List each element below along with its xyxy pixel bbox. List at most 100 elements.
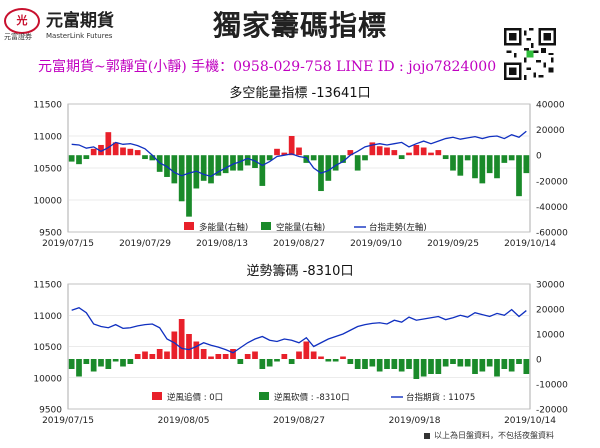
bar-positive [274,148,280,156]
bar-negative [68,359,75,369]
bar-negative [464,359,471,367]
bar-positive [435,150,442,156]
bar-positive [391,150,398,156]
bar-positive [134,354,141,359]
bar-positive [347,150,354,156]
bar-negative [406,359,412,369]
bar-negative [347,359,354,364]
bar-positive [376,146,383,156]
bar-negative [384,359,390,369]
x-tick-label: 2019/09/25 [427,239,479,249]
header: 光 元富期貨 元富證券 MasterLink Futures 獨家籌碼指標 元富… [0,0,600,84]
bar-negative [208,155,214,184]
bar-positive [288,136,295,156]
right-tick-label: 20000 [536,306,565,316]
footnote-marker-icon [424,432,430,439]
bar-positive [252,351,258,359]
bar-negative [259,155,266,186]
bar-positive [142,351,148,359]
bar-negative [376,359,383,372]
bar-positive [296,147,302,156]
bar-negative [442,155,449,160]
page-title: 獨家籌碼指標 [212,9,387,42]
bar-negative [369,359,376,367]
bar-positive [171,331,178,359]
legend-label: 多能量(右軸) [199,222,248,233]
bar-positive [208,356,214,359]
bar-positive [406,152,412,156]
bar-negative [508,359,515,372]
right-tick-label: 40000 [536,101,565,111]
bar-positive [318,356,324,359]
bar-negative [288,359,295,364]
bar-negative [149,155,156,161]
right-tick-label: 0 [536,356,542,366]
bar-negative [479,155,486,184]
bar-negative [450,155,456,171]
bar-positive [200,349,207,359]
bar-negative [523,155,530,174]
bar-negative [310,155,317,161]
bar-negative [112,359,119,362]
bar-negative [127,359,134,364]
x-tick-label: 2019/10/14 [504,239,556,249]
right-tick-label: 20000 [536,126,565,136]
bar-negative [76,155,82,165]
bar-positive [112,142,119,156]
index-series-line [71,307,527,354]
bar-negative [494,359,500,377]
left-tick-label: 10500 [33,343,62,353]
bar-negative [450,359,456,364]
bar-negative [230,155,236,171]
x-tick-label: 2019/08/27 [273,416,325,426]
bar-positive [340,356,346,359]
logo-badge: 光 [4,8,40,34]
bar-positive [310,351,317,359]
bar-negative [332,359,339,362]
bar-negative [186,155,192,217]
bar-positive [281,152,288,156]
index-series-line [71,130,527,178]
bar-positive [230,349,236,359]
bar-negative [501,155,508,163]
x-tick-label: 2019/10/14 [504,416,556,426]
bar-negative [486,155,493,174]
left-tick-label: 11500 [33,281,62,291]
legend-negative-swatch [261,222,271,230]
bar-positive [186,334,192,359]
bar-negative [98,359,104,367]
bar-negative [494,155,500,179]
legend-label: 逆風砍價 : -8310口 [274,392,349,403]
qr-code-icon [504,28,556,80]
chart-title: 多空能量指標 -13641口 [229,85,370,101]
bar-negative [457,155,464,176]
bar-negative [362,155,368,161]
bar-negative [472,359,478,374]
bar-negative [259,359,266,369]
bar-negative [413,359,420,379]
bar-positive [281,354,288,359]
bar-negative [508,155,515,161]
bar-negative [472,155,478,179]
left-tick-label: 11000 [33,133,62,143]
right-tick-label: 30000 [536,281,565,291]
bar-positive [156,349,163,359]
bar-negative [516,155,522,197]
bar-negative [68,155,75,162]
bar-negative [354,359,361,369]
bar-negative [142,155,148,160]
bar-negative [398,155,405,160]
bar-negative [105,359,112,369]
left-tick-label: 11500 [33,101,62,111]
right-tick-label: -40000 [536,203,568,213]
legend-negative-swatch [259,392,269,400]
footnote: 以上為日盤資料，不包括夜盤資料 [424,430,554,441]
right-tick-label: 10000 [536,331,565,341]
contact-info: 元富期貨~郭靜宜(小靜) 手機：0958-029-758 LINE ID : j… [38,59,497,75]
x-tick-label: 2019/08/13 [196,239,248,249]
bar-negative [303,155,310,163]
bar-negative [237,359,244,364]
chart-title: 逆勢籌碼 -8310口 [247,263,354,279]
bar-positive [244,354,251,359]
bar-negative [340,155,346,163]
